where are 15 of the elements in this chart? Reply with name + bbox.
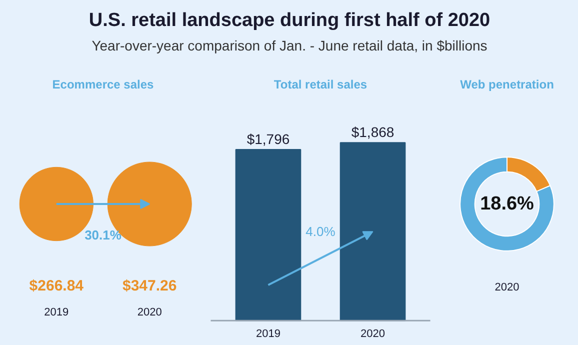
text: 2020 bbox=[494, 282, 520, 294]
data-label: $266.84 bbox=[29, 278, 84, 295]
text: Ecommerce sales bbox=[52, 78, 154, 92]
annotation: 4.0% bbox=[306, 224, 336, 240]
text: Year-over-year comparison of Jan. - June retail data, in $billions bbox=[92, 38, 488, 54]
category-label: 2019 bbox=[44, 306, 69, 319]
data-label: $1,868 bbox=[351, 124, 394, 140]
chart-title: Web penetration bbox=[460, 78, 554, 92]
text: 18.6% bbox=[480, 194, 534, 214]
text: 30.1% bbox=[84, 228, 122, 243]
data-label: $1,796 bbox=[246, 130, 290, 147]
category-label: 2020 bbox=[137, 306, 162, 319]
text: U.S. retail landscape during first half of 2020 bbox=[88, 10, 490, 31]
chart-title: Total retail sales bbox=[274, 78, 368, 92]
data-label: $347.26 bbox=[122, 278, 177, 295]
